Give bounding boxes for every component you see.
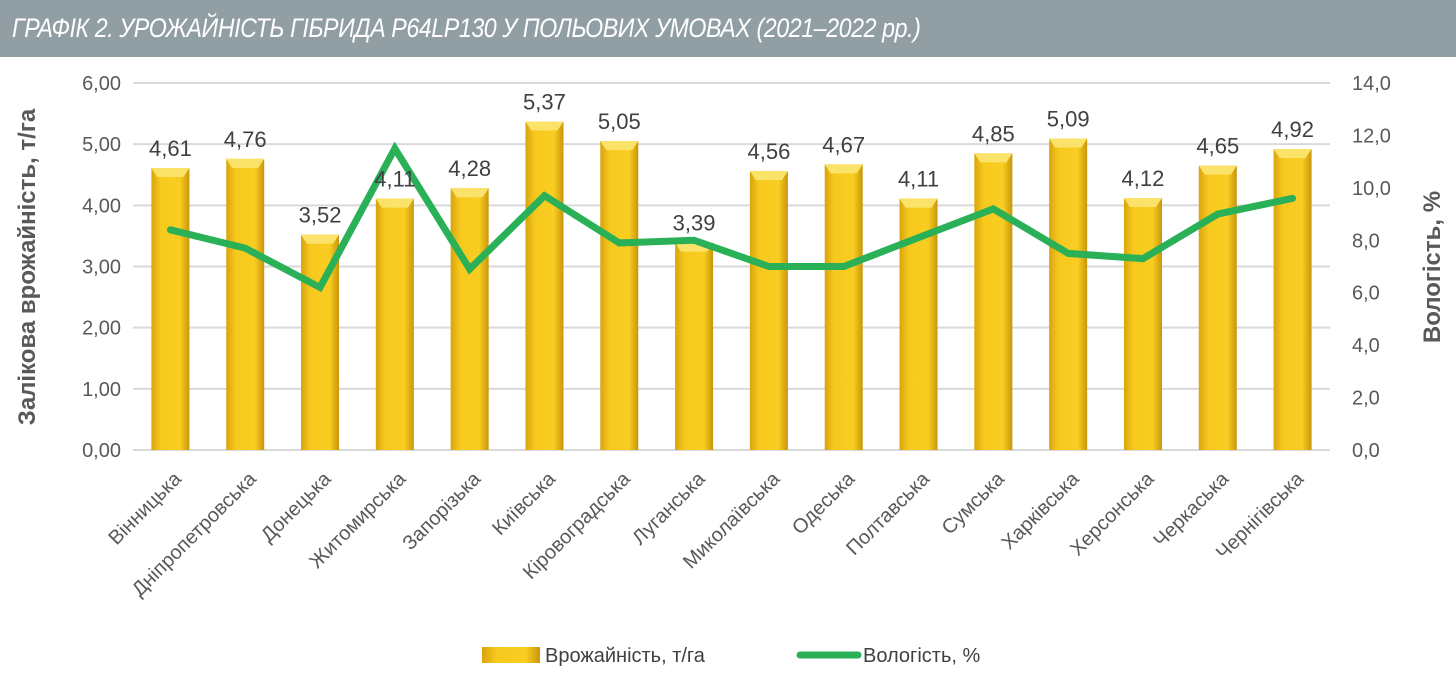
y-tick-label: 4,00: [82, 195, 121, 217]
y2-tick-label: 0,0: [1352, 440, 1380, 462]
legend-bar-label: Врожайність, т/га: [545, 645, 706, 667]
y2-tick-label: 4,0: [1352, 335, 1380, 357]
bar-bevel: [899, 198, 938, 208]
x-tick-label: Київська: [488, 467, 560, 539]
moisture-line: [166, 141, 1297, 293]
bar: [974, 153, 1013, 450]
bar: [824, 164, 863, 450]
bar: [675, 242, 714, 450]
bar-bevel: [1123, 197, 1162, 207]
bar-data-label: 4,11: [374, 167, 415, 192]
y-tick-label: 5,00: [82, 134, 121, 156]
bar: [1123, 197, 1162, 450]
y-tick-label: 2,00: [82, 318, 121, 340]
bar-data-label: 4,76: [224, 127, 267, 152]
bar: [1049, 138, 1088, 450]
bar-bevel: [749, 171, 788, 181]
y-tick-label: 0,00: [82, 440, 121, 462]
bar-bevel: [301, 234, 340, 244]
bar-bevel: [1273, 149, 1312, 159]
y-tick-label: 6,00: [82, 73, 121, 95]
legend: Врожайність, т/га Вологість, %: [482, 645, 980, 667]
x-tick-label: Сумська: [938, 467, 1010, 539]
bar-data-label: 4,92: [1271, 117, 1314, 142]
x-tick-label: Запорізька: [398, 467, 485, 554]
bar: [1273, 149, 1312, 450]
bar-data-label: 3,39: [673, 211, 716, 236]
bar-data-label: 4,56: [747, 139, 790, 164]
bar-data-label: 4,67: [822, 132, 865, 157]
y2-tick-label: 8,0: [1352, 230, 1380, 252]
bar: [525, 121, 564, 450]
y-axis-title: Залікова врожайність, т/га: [14, 108, 41, 425]
y2-tick-label: 10,0: [1352, 178, 1391, 200]
bar-data-label: 4,12: [1122, 166, 1165, 191]
legend-line-label: Вологість, %: [863, 645, 980, 667]
bar-data-label: 4,61: [149, 136, 192, 161]
x-tick-label: Одеська: [788, 467, 860, 539]
bar-bevel: [1198, 165, 1237, 175]
bar-bevel: [226, 158, 265, 168]
bar-bevel: [375, 198, 414, 208]
y-tick-label: 3,00: [82, 257, 121, 279]
y2-tick-label: 12,0: [1352, 125, 1391, 147]
bar-data-label: 5,09: [1047, 107, 1090, 132]
bar-bevel: [974, 153, 1013, 163]
bar: [375, 198, 414, 450]
bar-data-label: 5,37: [523, 90, 566, 115]
bar-bevel: [824, 164, 863, 174]
bar: [749, 171, 788, 450]
y2-axis-title: Вологість, %: [1419, 191, 1446, 343]
legend-bar-swatch: [482, 647, 540, 663]
bar-data-label: 4,85: [972, 121, 1015, 146]
chart-title-bar: ГРАФІК 2. УРОЖАЙНІСТЬ ГІБРИДА P64LP130 У…: [0, 0, 1456, 57]
y-tick-label: 1,00: [82, 379, 121, 401]
y2-tick-label: 14,0: [1352, 73, 1391, 95]
x-tick-label: Донецька: [257, 467, 336, 546]
bar-bevel: [151, 168, 190, 178]
bar-data-label: 4,65: [1196, 134, 1239, 159]
chart-title: ГРАФІК 2. УРОЖАЙНІСТЬ ГІБРИДА P64LP130 У…: [12, 13, 921, 43]
bar-data-label: 3,52: [299, 203, 342, 228]
bar-data-label: 4,28: [448, 156, 491, 181]
bar-bevel: [525, 121, 564, 131]
x-tick-label: Луганська: [628, 467, 710, 549]
bar: [600, 141, 639, 450]
y2-tick-label: 2,0: [1352, 388, 1380, 410]
bar: [450, 188, 489, 450]
x-tick-label: Вінницька: [104, 467, 186, 549]
bar-data-label: 5,05: [598, 109, 641, 134]
bar-bevel: [1049, 138, 1088, 148]
bar: [226, 158, 265, 450]
bar: [151, 168, 190, 450]
bar-bevel: [600, 141, 639, 151]
bar-bevel: [450, 188, 489, 198]
x-tick-label: Дніпропетровська: [128, 467, 262, 601]
y2-tick-label: 6,0: [1352, 283, 1380, 305]
bar-data-label: 4,11: [898, 167, 939, 192]
